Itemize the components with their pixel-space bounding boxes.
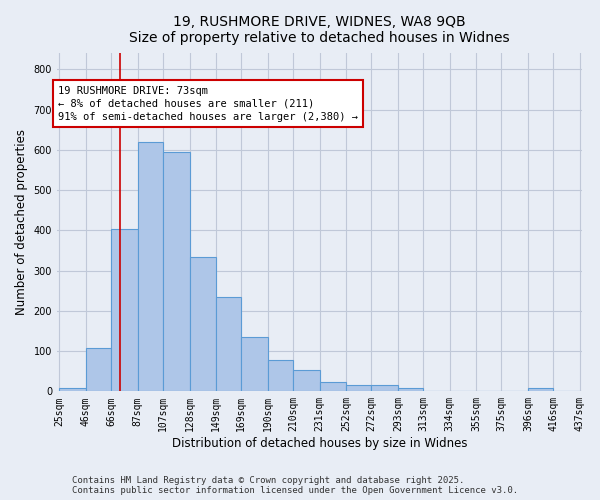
Bar [163, 152, 190, 392]
Bar [111, 229, 138, 392]
Bar [528, 388, 553, 392]
Title: 19, RUSHMORE DRIVE, WIDNES, WA8 9QB
Size of property relative to detached houses: 19, RUSHMORE DRIVE, WIDNES, WA8 9QB Size… [129, 15, 510, 45]
Bar [241, 336, 268, 392]
Text: Contains HM Land Registry data © Crown copyright and database right 2025.
Contai: Contains HM Land Registry data © Crown c… [72, 476, 518, 495]
Bar [138, 142, 163, 392]
Bar [293, 370, 320, 392]
Bar [59, 388, 86, 392]
Bar [190, 256, 216, 392]
Y-axis label: Number of detached properties: Number of detached properties [15, 130, 28, 316]
Bar [346, 386, 371, 392]
Bar [371, 386, 398, 392]
X-axis label: Distribution of detached houses by size in Widnes: Distribution of detached houses by size … [172, 437, 467, 450]
Bar [320, 382, 346, 392]
Text: 19 RUSHMORE DRIVE: 73sqm
← 8% of detached houses are smaller (211)
91% of semi-d: 19 RUSHMORE DRIVE: 73sqm ← 8% of detache… [58, 86, 358, 122]
Bar [398, 388, 423, 392]
Bar [86, 348, 111, 392]
Bar [216, 297, 241, 392]
Bar [268, 360, 293, 392]
